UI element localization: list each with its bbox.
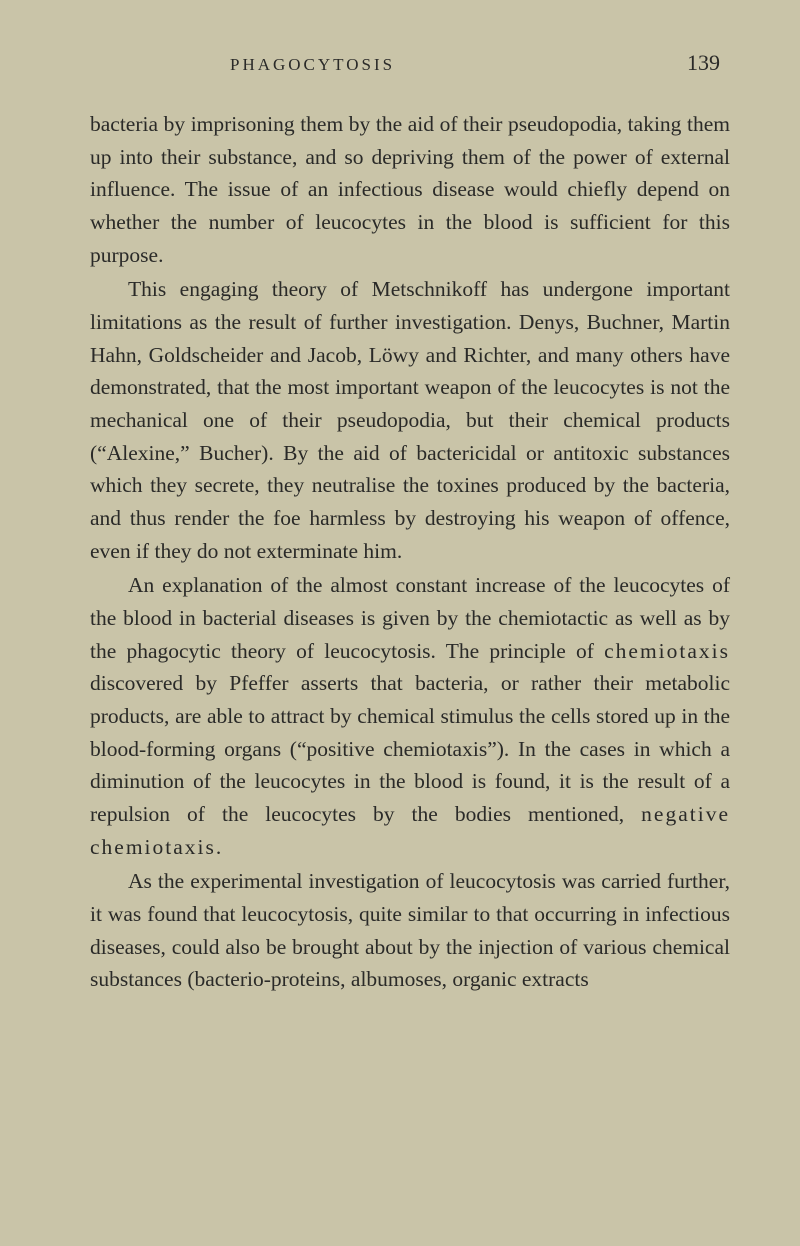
paragraph-4: As the experimental investigation of leu… bbox=[90, 865, 730, 996]
body-text: bacteria by imprisoning them by the aid … bbox=[90, 108, 730, 996]
paragraph-1: bacteria by imprisoning them by the aid … bbox=[90, 108, 730, 271]
paragraph-3: An explanation of the almost constant in… bbox=[90, 569, 730, 863]
running-head: PHAGOCYTOSIS bbox=[230, 55, 395, 75]
page-number: 139 bbox=[687, 50, 720, 76]
page-header: PHAGOCYTOSIS 139 bbox=[90, 50, 730, 76]
paragraph-2: This engaging theory of Metschnikoff has… bbox=[90, 273, 730, 567]
